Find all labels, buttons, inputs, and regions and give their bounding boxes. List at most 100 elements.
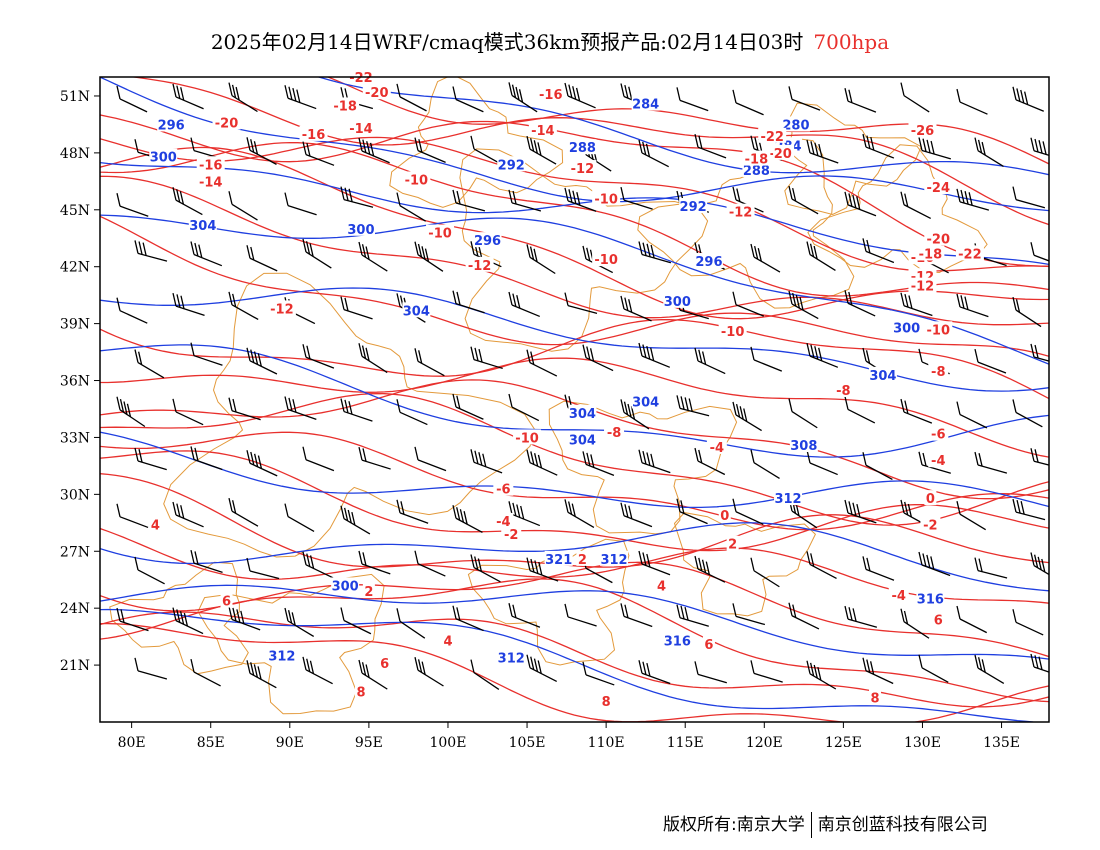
geopotential-labels: 296 300 304 300 296 292 288 284 292 296 300 304 304 3… (149, 95, 945, 667)
wind-barb (228, 397, 261, 421)
temperature-label: -12 (729, 206, 753, 221)
wind-barb (974, 348, 1007, 374)
temperature-isotherm (100, 611, 1049, 708)
wind-barb (228, 82, 258, 113)
wind-barb (788, 398, 818, 429)
geopotential-label: 292 (498, 158, 525, 173)
geopotential-label-bg (916, 590, 945, 606)
temperature-label: -4 (892, 589, 906, 604)
wind-barb (732, 498, 764, 525)
geopotential-label: 321 (545, 553, 572, 568)
wind-barb (844, 605, 878, 628)
wind-barb (302, 141, 335, 166)
wind-barb (862, 238, 895, 264)
lon-label: 130E (904, 735, 941, 751)
wind-barb (190, 446, 223, 471)
geopotential-label-bg (631, 95, 660, 111)
temperature-label: -22 (349, 71, 373, 86)
boundary-line (548, 400, 738, 535)
temperature-label-bg (920, 516, 941, 532)
wind-barb (862, 556, 895, 581)
geopotential-label-bg (473, 232, 502, 248)
temperature-isotherm (100, 561, 1049, 658)
temperature-label: 6 (704, 638, 713, 653)
wind-barb (900, 608, 930, 639)
wind-barb (452, 86, 484, 113)
temperature-label-bg (758, 127, 787, 143)
temperature-label-bg (908, 277, 937, 293)
temperature-label: -12 (571, 162, 595, 177)
wind-barb (340, 296, 373, 320)
wind-barb (918, 451, 951, 474)
temperature-label: -22 (958, 247, 982, 262)
geopotential-contour (316, 77, 1049, 176)
wind-barb (750, 449, 780, 479)
lon-label: 90E (276, 735, 304, 751)
geopotential-label: 312 (600, 553, 627, 568)
footer-separator (810, 812, 812, 838)
wind-barb (526, 349, 558, 377)
wind-barb (358, 659, 388, 690)
map-frame (99, 76, 1050, 723)
geopotential-label-bg (742, 161, 771, 177)
wind-barb (788, 86, 821, 111)
wind-barb (582, 344, 614, 372)
temperature-label-bg (718, 507, 731, 523)
lon-label: 115E (667, 735, 704, 751)
geopotential-label: 308 (790, 439, 817, 454)
geopotential-contour (100, 584, 1049, 660)
temperature-label: -16 (199, 158, 223, 173)
geopotential-label: 304 (569, 433, 596, 448)
temperature-isotherm (100, 392, 1049, 526)
wind-barb (1012, 498, 1046, 521)
wind-barb (246, 450, 278, 477)
temperature-label-bg (924, 179, 953, 195)
temperature-label-bg (493, 480, 514, 496)
wind-barb (358, 137, 390, 164)
geopotential-label-bg (781, 116, 810, 132)
wind-barb (1012, 186, 1046, 209)
wind-barb (246, 557, 280, 580)
geopotential-label-bg (892, 319, 921, 335)
wind-barb (508, 189, 542, 212)
wind-barb (452, 393, 484, 420)
wind-barb (190, 549, 223, 574)
temperature-label-bg (916, 245, 945, 261)
temperature-label: -26 (911, 124, 935, 139)
temperature-isotherm (100, 114, 1049, 267)
wind-barb (620, 502, 653, 528)
wind-barb (1030, 448, 1049, 466)
temperature-label: -20 (768, 147, 792, 162)
wind-barb (470, 554, 501, 583)
temperature-label-bg (592, 251, 621, 267)
temperature-label: -12 (911, 280, 935, 295)
temperature-label: -10 (927, 323, 951, 338)
temperature-label: -14 (531, 124, 555, 139)
lon-label: 95E (355, 735, 383, 751)
geopotential-contour (100, 287, 1049, 392)
geopotential-label-bg (544, 550, 573, 566)
temperature-label-bg (493, 512, 514, 528)
wind-barb (564, 603, 597, 627)
wind-barb (508, 82, 538, 113)
geopotential-label-bg (679, 198, 708, 213)
temperature-label: -14 (199, 175, 223, 190)
wind-barb (470, 659, 500, 690)
wind-barb (414, 446, 447, 472)
wind-barb (844, 88, 877, 113)
wind-barb (564, 187, 597, 212)
wind-barb (284, 192, 317, 216)
lat-label: 39N (60, 317, 90, 333)
geopotential-label: 300 (893, 321, 920, 336)
wind-barb (806, 342, 839, 368)
wind-barb (414, 550, 446, 577)
wind-barb (676, 87, 709, 112)
wind-barb (340, 398, 373, 422)
wind-barb (302, 344, 335, 369)
wind-barb (806, 139, 839, 164)
temperature-label-bg (354, 683, 367, 699)
lon-label: 120E (746, 735, 783, 751)
wind-barb (974, 451, 1008, 474)
temperature-label-bg (346, 120, 375, 136)
